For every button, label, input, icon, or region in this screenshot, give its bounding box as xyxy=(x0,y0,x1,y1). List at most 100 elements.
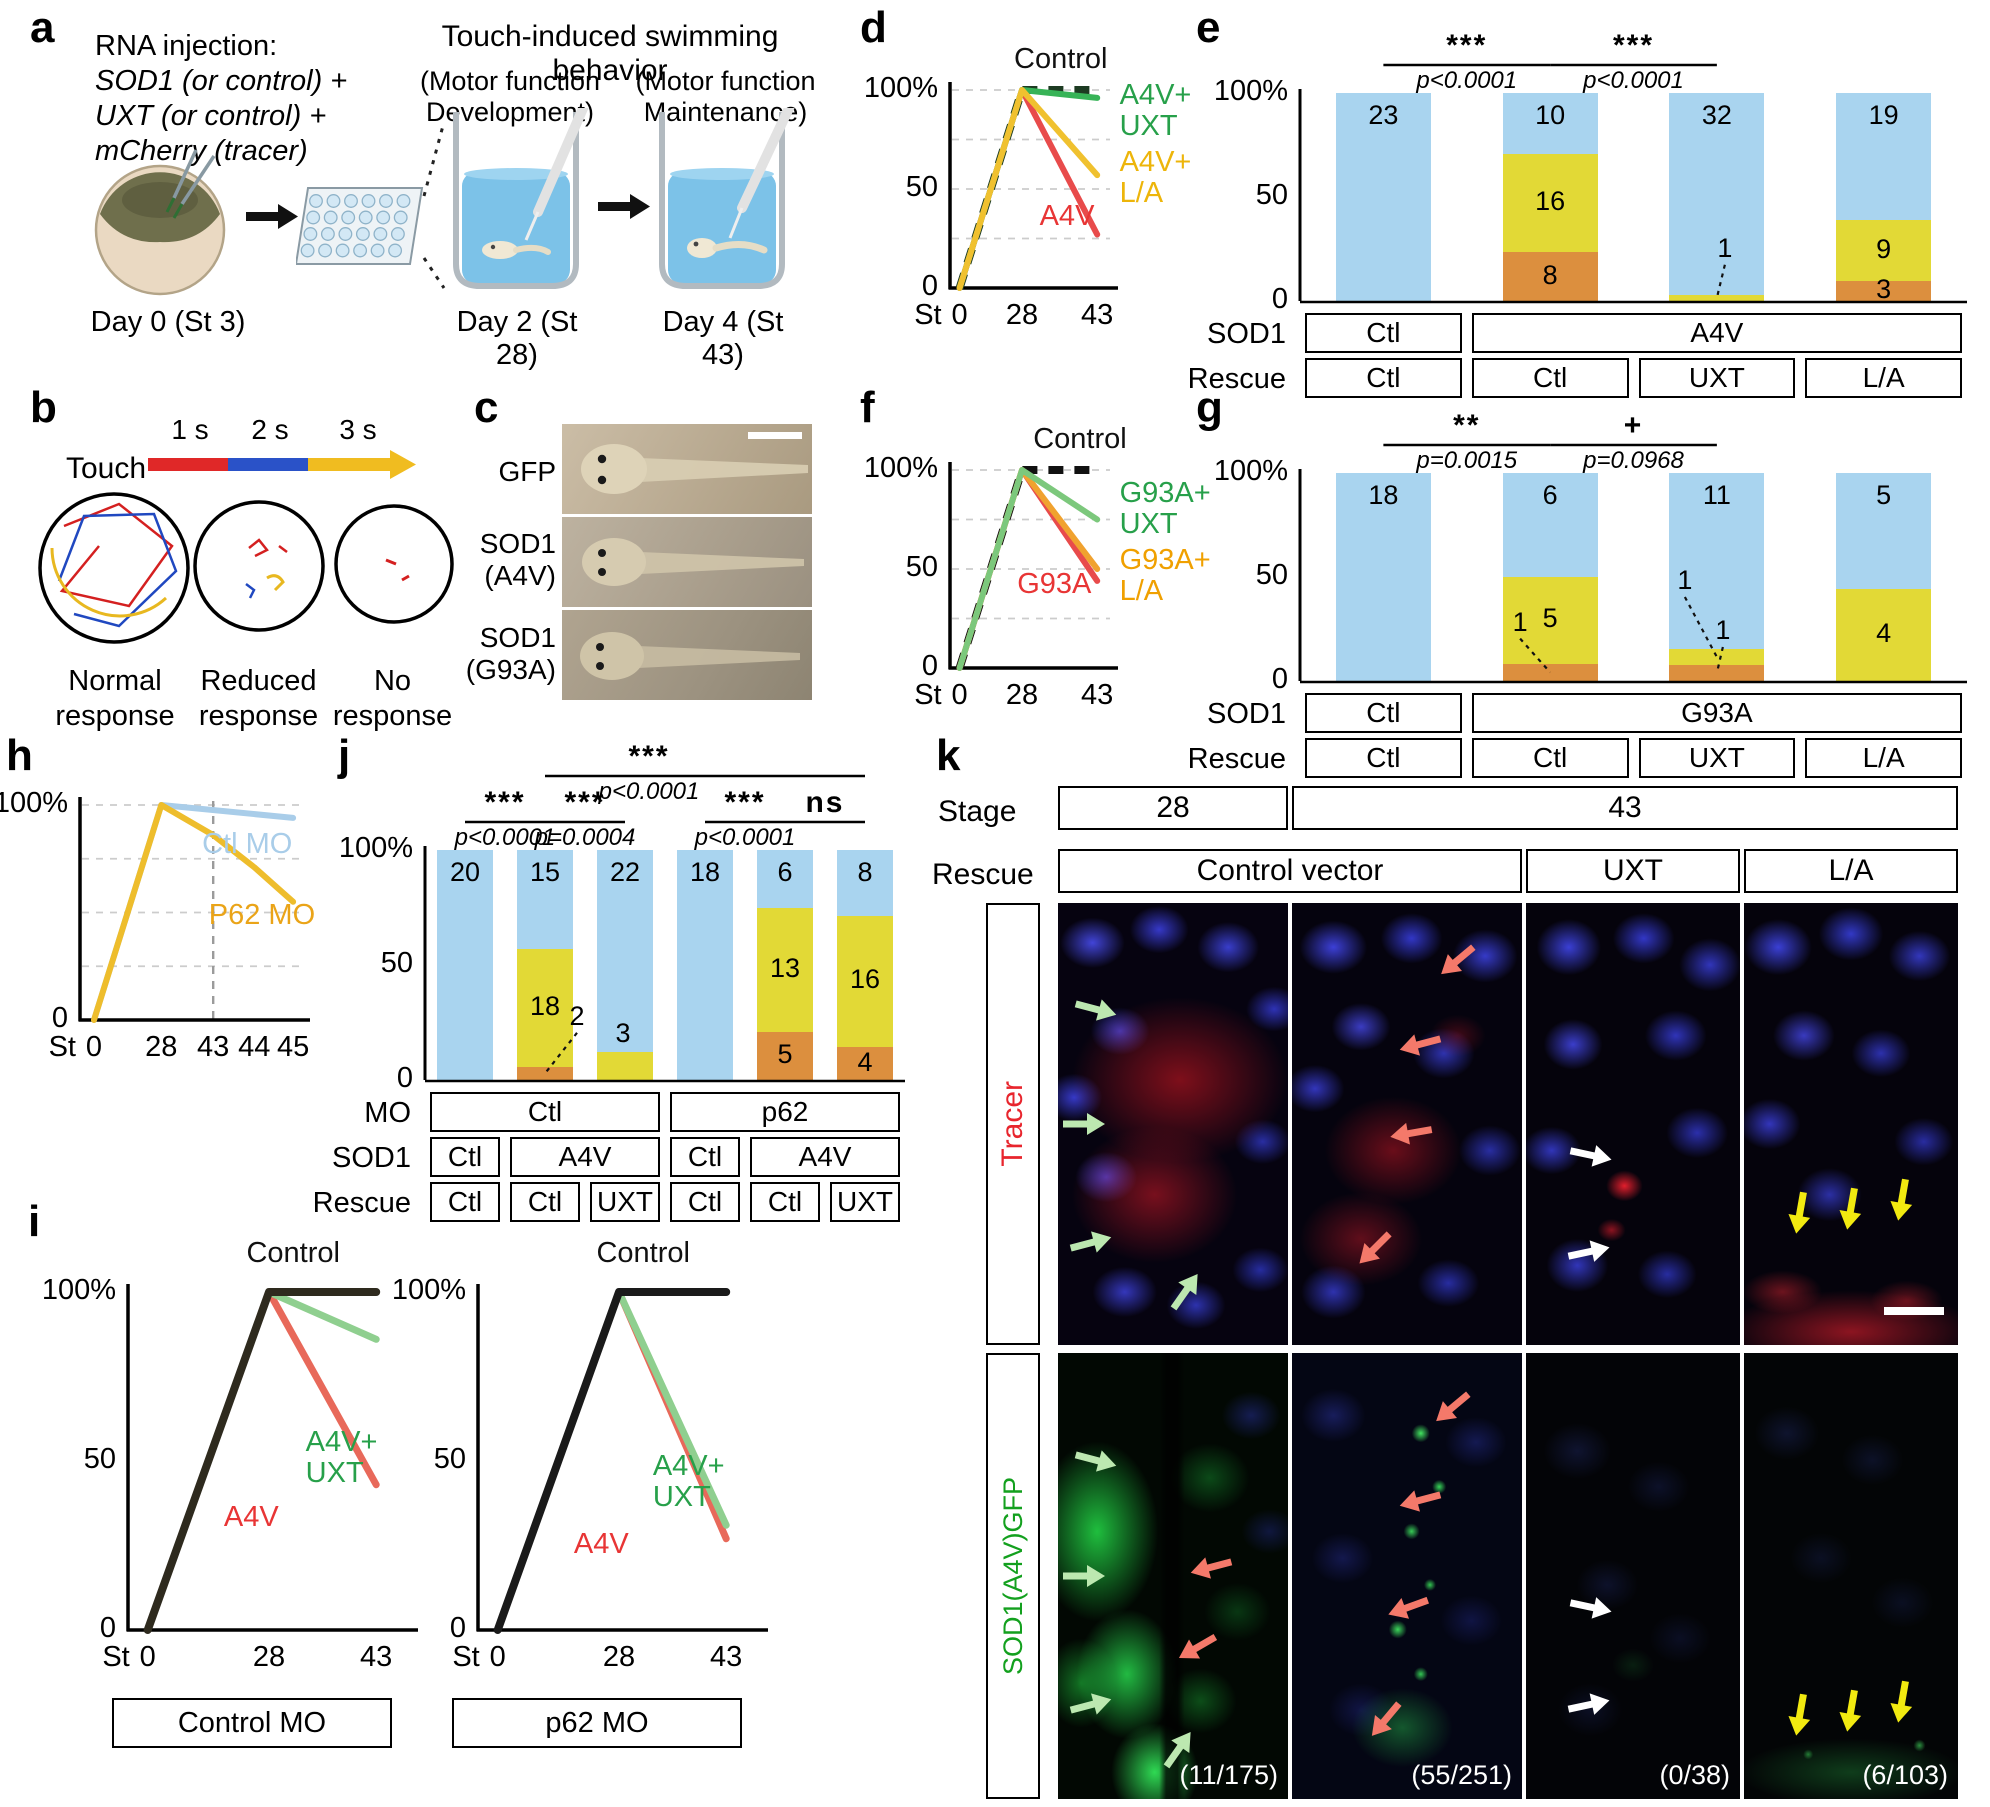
sod1-g93a-photo-label: SOD1 (G93A) xyxy=(465,622,556,686)
bar-value: 18 xyxy=(689,857,721,887)
x-axis-prefix: St xyxy=(452,1641,480,1673)
cell-count: (11/175) xyxy=(1179,1760,1278,1790)
control-mo-box: Control MO xyxy=(112,1698,392,1748)
well-plate-illustration xyxy=(296,187,424,265)
yellow-arrow-icon xyxy=(1834,1183,1868,1233)
reduced-trace-yellow xyxy=(266,574,285,592)
row-label-sod1: SOD1 xyxy=(1207,318,1286,350)
bar-segment-orange xyxy=(1502,252,1598,301)
stage-label: Stage xyxy=(938,795,1017,828)
green-arrow-icon xyxy=(1069,1442,1120,1479)
salmon-arrow-icon xyxy=(1349,1222,1400,1273)
x-tick-label: 43 xyxy=(197,1031,230,1063)
sig-pvalue: p=0.0968 xyxy=(1583,447,1684,474)
salmon-arrow-icon xyxy=(1395,1026,1446,1063)
reduced-trace-blue xyxy=(245,583,256,599)
bar-segment-blue xyxy=(1502,473,1598,577)
bar-value: 2 xyxy=(569,1000,585,1031)
micrograph-tracer-st28-control xyxy=(1058,903,1288,1345)
series-label: Control xyxy=(1033,423,1127,456)
panel-e-letter: e xyxy=(1196,3,1221,52)
well xyxy=(309,194,323,208)
day0-label: Day 0 (St 3) xyxy=(90,306,246,338)
micrograph-gfp-st28-control: (11/175) xyxy=(1058,1353,1288,1799)
group-box: Ctl xyxy=(510,1182,580,1222)
y-tick-label: 100% xyxy=(0,787,68,819)
panel-i-right-line-chart: 100% 50 0 St 0 28 43 Control A4V+ UXT A4V xyxy=(390,1230,790,1690)
well xyxy=(373,227,388,241)
well xyxy=(353,243,368,258)
green-arrow-icon xyxy=(1060,1563,1106,1589)
salmon-arrow-icon xyxy=(1395,1482,1446,1519)
bar-value: 16 xyxy=(1535,186,1566,217)
white-arrow-icon xyxy=(1565,1137,1615,1172)
group-box: UXT xyxy=(1638,358,1796,398)
micrograph-gfp-st43-la: (6/103) xyxy=(1744,1353,1958,1799)
bar-value: 6 xyxy=(1542,480,1558,510)
series-label: P62 MO xyxy=(208,898,316,931)
group-box: Ctl xyxy=(430,1182,500,1222)
y-tick-label: 0 xyxy=(449,1612,466,1644)
cell-count: (0/38) xyxy=(1659,1760,1730,1790)
sig-stars: + xyxy=(1623,409,1644,442)
bar-value: 1 xyxy=(1512,606,1528,637)
group-box: Ctl xyxy=(670,1137,740,1177)
salmon-arrow-icon xyxy=(1387,1116,1437,1150)
panel-i-letter: i xyxy=(28,1197,41,1246)
well xyxy=(355,227,370,241)
bar-segment-orange xyxy=(1669,665,1765,681)
micrograph-tracer-st43-uxt xyxy=(1526,903,1740,1345)
salmon-arrow-icon xyxy=(1432,936,1484,985)
bar-segment-orange xyxy=(517,1066,573,1080)
well xyxy=(303,227,318,241)
bar-segment-orange xyxy=(1502,663,1598,681)
reduced-response-label: Reduced response xyxy=(198,665,319,732)
y-tick-label: 50 xyxy=(380,947,413,979)
well xyxy=(323,210,338,225)
micrograph-tracer-st43-control xyxy=(1292,903,1522,1345)
flow-arrow-icon xyxy=(246,204,298,229)
sig-stars: ** xyxy=(1453,409,1481,442)
row-label-rescue: Rescue xyxy=(1187,363,1286,395)
bar-segment-blue xyxy=(1502,93,1598,155)
series-label: Ctl MO xyxy=(202,827,293,860)
bar-segment-yellow xyxy=(1669,649,1765,665)
row-label-sod1: SOD1 xyxy=(332,1142,411,1174)
x-tick-label: 28 xyxy=(1005,679,1039,711)
well xyxy=(318,243,333,258)
panel-k-letter: k xyxy=(936,731,961,780)
salmon-arrow-icon xyxy=(1383,1587,1435,1627)
sod1-g93a-tadpole-photo xyxy=(562,610,812,700)
series-A4V+L/A xyxy=(956,87,1101,291)
group-box: Ctl xyxy=(1305,313,1462,353)
panel-h-letter: h xyxy=(6,731,33,780)
bar-value: 13 xyxy=(769,952,801,983)
y-tick-label: 100% xyxy=(338,832,413,864)
bar-value: 9 xyxy=(1876,233,1892,264)
series-label: A4V+ UXT xyxy=(305,1426,378,1489)
bar-segment-blue xyxy=(597,850,653,1053)
y-tick-label: 50 xyxy=(905,171,938,203)
well xyxy=(390,227,405,241)
well xyxy=(396,194,411,208)
bar-segment-yellow xyxy=(1836,588,1932,681)
injection-needle-icon xyxy=(180,155,216,205)
bar-value: 15 xyxy=(529,857,561,887)
salmon-arrow-icon xyxy=(1362,1693,1411,1745)
group-box: Ctl xyxy=(670,1182,740,1222)
bar-segment-yellow xyxy=(837,915,893,1048)
panel-d-line-chart: 100% 50 0 St 0 28 43 Control A4V+ UXT A4V+ L/A A4V xyxy=(860,20,1192,342)
x-tick-label: 44 xyxy=(238,1031,271,1063)
white-arrow-icon xyxy=(1565,1590,1615,1625)
panel-f-line-chart: 100% 50 0 St 0 28 43 Control G93A+ UXT G93A+ L/A G… xyxy=(860,400,1211,722)
series-label: A4V xyxy=(223,1500,279,1533)
bar-segment-blue xyxy=(437,850,493,1080)
well xyxy=(376,210,391,225)
touch-duration-arrow-icon xyxy=(148,450,416,479)
bar-value: 6 xyxy=(777,857,793,887)
well xyxy=(320,227,335,241)
scale-bar xyxy=(748,432,802,439)
sod1-a4v-tadpole-photo xyxy=(562,517,812,607)
touch-probe-icon xyxy=(737,108,795,213)
bar-value: 18 xyxy=(1368,480,1399,510)
